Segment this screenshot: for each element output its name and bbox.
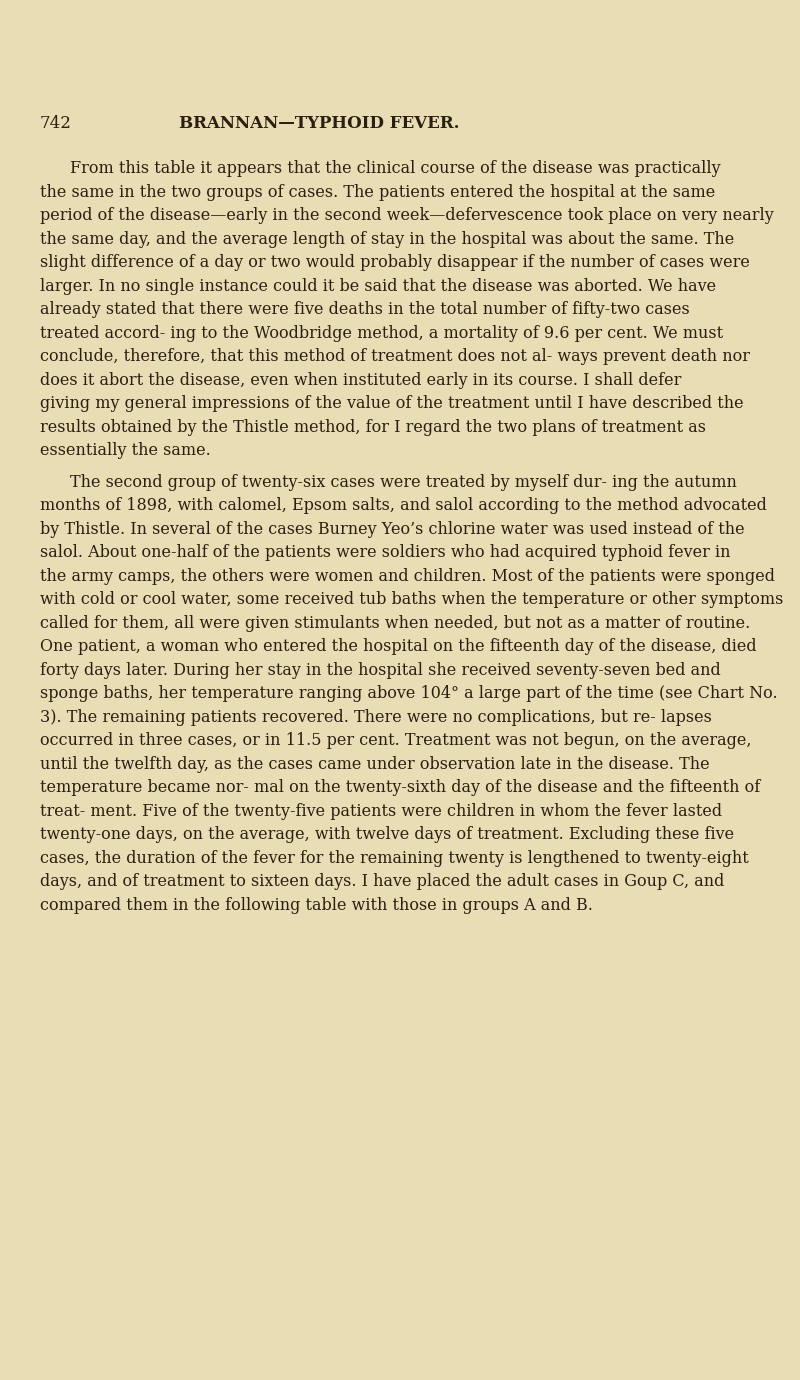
- Text: salol. About one-half of the patients were soldiers who had acquired typhoid fev: salol. About one-half of the patients we…: [40, 544, 730, 562]
- Text: until the twelfth day, as the cases came under observation late in the disease. : until the twelfth day, as the cases came…: [40, 755, 710, 773]
- Text: by Thistle. In several of the cases Burney Yeo’s chlorine water was used instead: by Thistle. In several of the cases Burn…: [40, 520, 745, 537]
- Text: 3). The remaining patients recovered. There were no complications, but re- lapse: 3). The remaining patients recovered. Th…: [40, 708, 712, 726]
- Text: One patient, a woman who entered the hospital on the fifteenth day of the diseas: One patient, a woman who entered the hos…: [40, 638, 757, 656]
- Text: essentially the same.: essentially the same.: [40, 442, 210, 460]
- Text: treated accord- ing to the Woodbridge method, a mortality of 9.6 per cent. We mu: treated accord- ing to the Woodbridge me…: [40, 324, 723, 341]
- Text: sponge baths, her temperature ranging above 104° a large part of the time (see C: sponge baths, her temperature ranging ab…: [40, 684, 778, 702]
- Text: the same day, and the average length of stay in the hospital was about the same.: the same day, and the average length of …: [40, 230, 734, 247]
- Text: temperature became nor- mal on the twenty-sixth day of the disease and the fifte: temperature became nor- mal on the twent…: [40, 778, 760, 796]
- Text: The second group of twenty-six cases were treated by myself dur- ing the autumn: The second group of twenty-six cases wer…: [70, 473, 737, 490]
- Text: occurred in three cases, or in 11.5 per cent. Treatment was not begun, on the av: occurred in three cases, or in 11.5 per …: [40, 731, 751, 749]
- Text: BRANNAN—TYPHOID FEVER.: BRANNAN—TYPHOID FEVER.: [178, 115, 459, 132]
- Text: treat- ment. Five of the twenty-five patients were children in whom the fever la: treat- ment. Five of the twenty-five pat…: [40, 803, 722, 820]
- Text: days, and of treatment to sixteen days. I have placed the adult cases in Goup C,: days, and of treatment to sixteen days. …: [40, 874, 724, 890]
- Text: already stated that there were five deaths in the total number of fifty-two case: already stated that there were five deat…: [40, 301, 690, 317]
- Text: forty days later. During her stay in the hospital she received seventy-seven bed: forty days later. During her stay in the…: [40, 661, 721, 679]
- Text: does it abort the disease, even when instituted early in its course. I shall def: does it abort the disease, even when ins…: [40, 371, 682, 389]
- Text: twenty-one days, on the average, with twelve days of treatment. Excluding these : twenty-one days, on the average, with tw…: [40, 827, 734, 843]
- Text: compared them in the following table with those in groups A and B.: compared them in the following table wit…: [40, 897, 593, 914]
- Text: 742: 742: [40, 115, 72, 132]
- Text: period of the disease—early in the second week—defervescence took place on very : period of the disease—early in the secon…: [40, 207, 774, 224]
- Text: the same in the two groups of cases. The patients entered the hospital at the sa: the same in the two groups of cases. The…: [40, 184, 715, 200]
- Text: slight difference of a day or two would probably disappear if the number of case: slight difference of a day or two would …: [40, 254, 750, 270]
- Text: with cold or cool water, some received tub baths when the temperature or other s: with cold or cool water, some received t…: [40, 591, 783, 609]
- Text: cases, the duration of the fever for the remaining twenty is lengthened to twent: cases, the duration of the fever for the…: [40, 850, 749, 867]
- Text: giving my general impressions of the value of the treatment until I have describ: giving my general impressions of the val…: [40, 395, 743, 413]
- Text: the army camps, the others were women and children. Most of the patients were sp: the army camps, the others were women an…: [40, 567, 775, 585]
- Text: called for them, all were given stimulants when needed, but not as a matter of r: called for them, all were given stimulan…: [40, 614, 750, 632]
- Text: larger. In no single instance could it be said that the disease was aborted. We : larger. In no single instance could it b…: [40, 277, 716, 294]
- Text: results obtained by the Thistle method, for I regard the two plans of treatment : results obtained by the Thistle method, …: [40, 418, 706, 436]
- Text: months of 1898, with calomel, Epsom salts, and salol according to the method adv: months of 1898, with calomel, Epsom salt…: [40, 497, 766, 513]
- Text: conclude, therefore, that this method of treatment does not al- ways prevent dea: conclude, therefore, that this method of…: [40, 348, 750, 364]
- Text: From this table it appears that the clinical course of the disease was practical: From this table it appears that the clin…: [70, 160, 721, 177]
